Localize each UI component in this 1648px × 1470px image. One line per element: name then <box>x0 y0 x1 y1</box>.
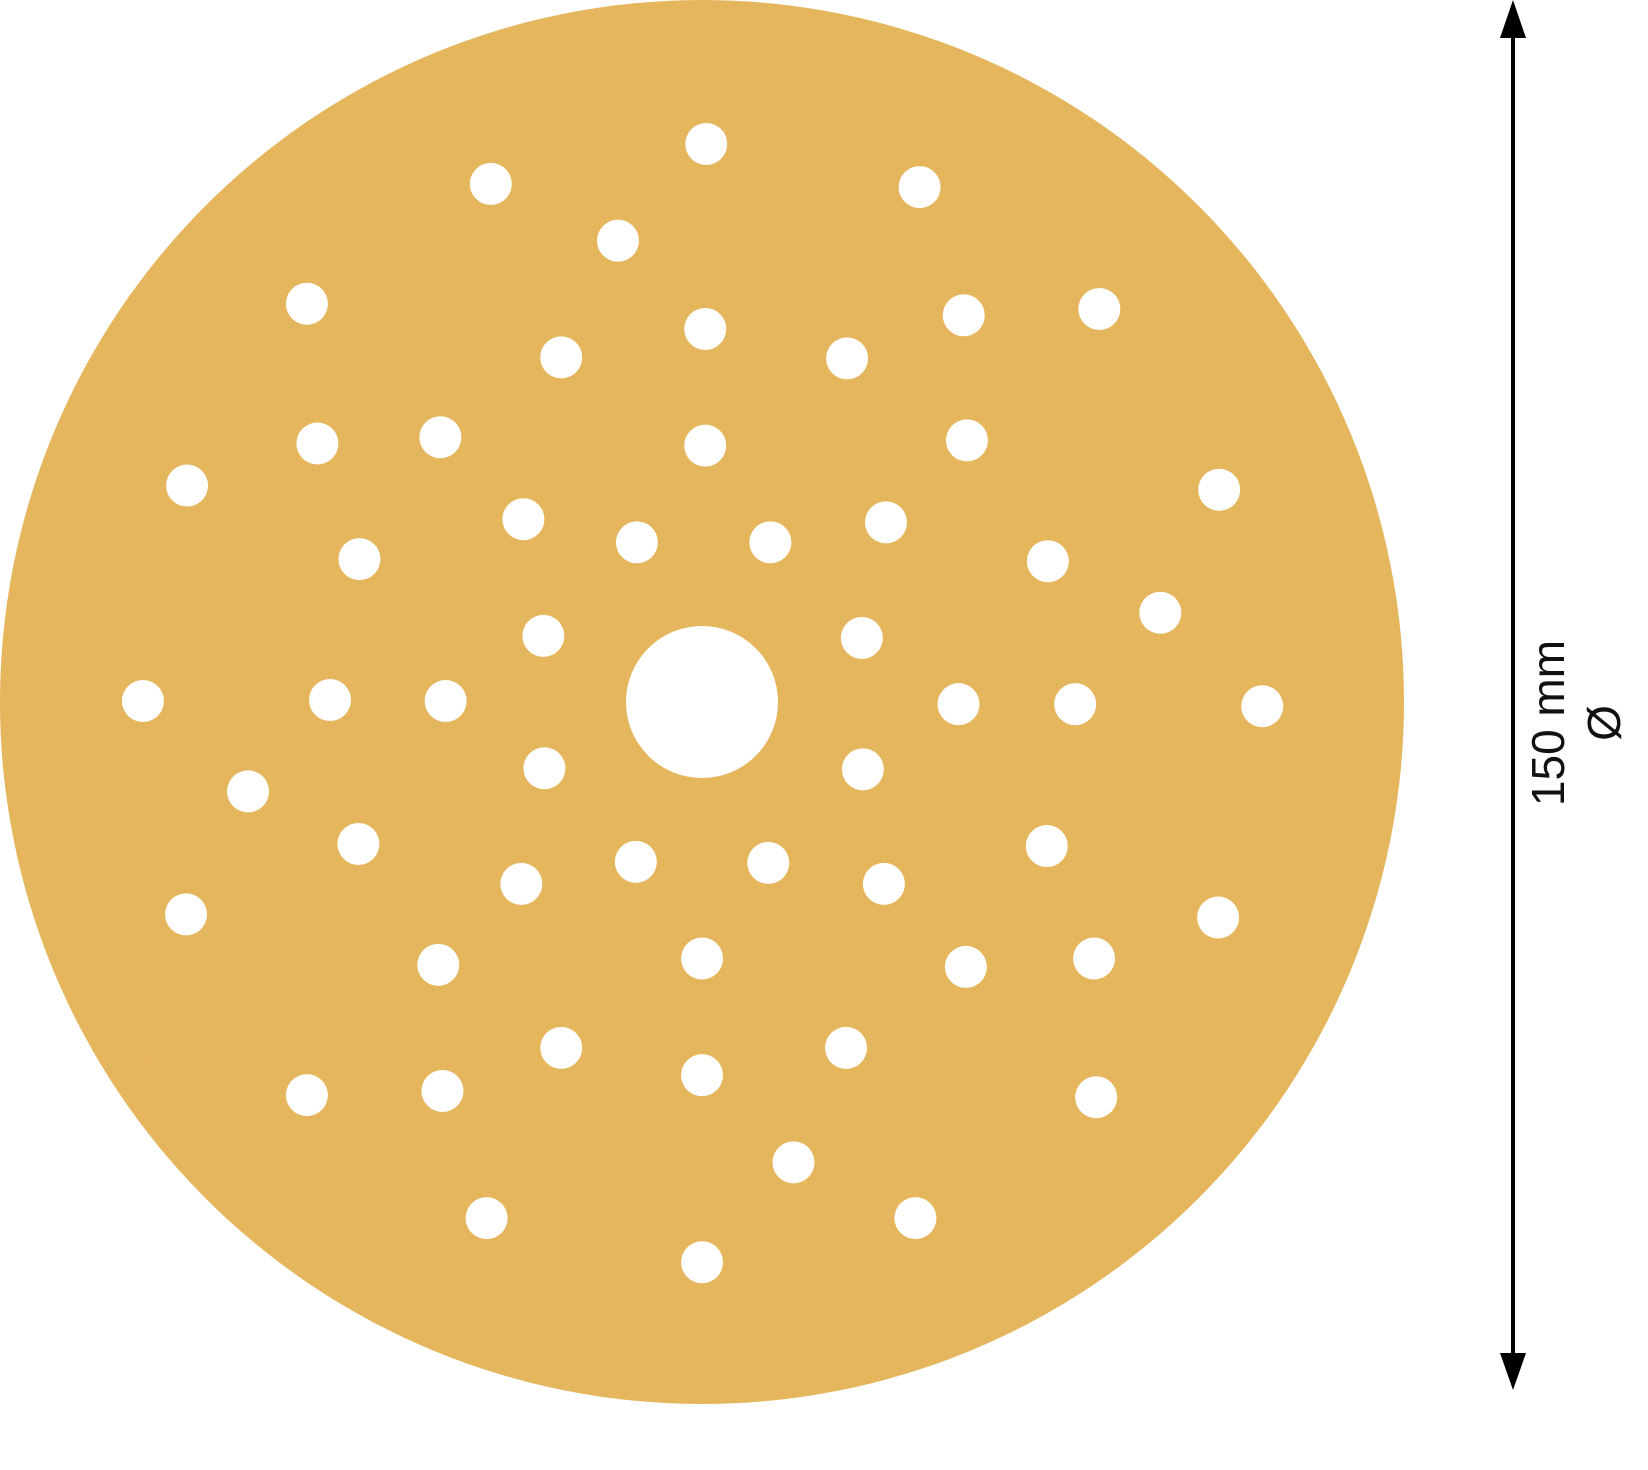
diameter-symbol: Ø <box>1578 705 1630 741</box>
disc-grain-texture <box>0 0 1404 1404</box>
diameter-value-label: 150 mm <box>1522 639 1574 807</box>
dimension-arrow-top <box>1500 0 1526 38</box>
dimension-arrow-bottom <box>1500 1353 1526 1390</box>
